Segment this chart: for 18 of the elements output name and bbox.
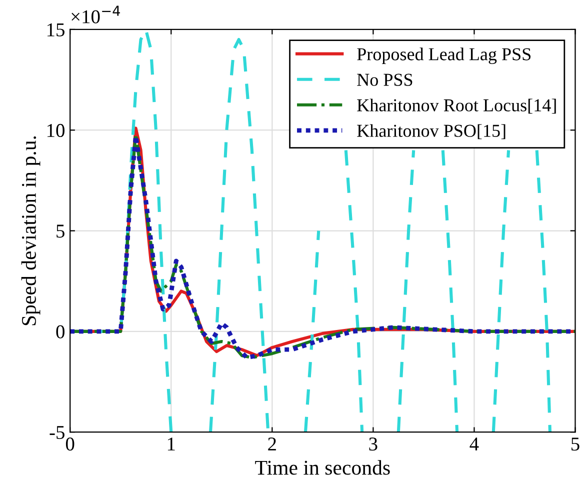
- legend-label: Kharitonov PSO[15]: [357, 124, 506, 140]
- y-tick-label: 10: [47, 124, 64, 138]
- legend-label: No PSS: [357, 74, 412, 86]
- x-tick-label: 5: [572, 438, 580, 451]
- y-tick-label: 0: [56, 325, 64, 338]
- x-axis-title: Time in seconds: [255, 460, 390, 475]
- text: ×10$^{−4}$: [72, 6, 120, 24]
- y-tick-label: -5: [50, 426, 64, 440]
- x-tick-label: 0: [66, 438, 74, 451]
- y-tick-label: 5: [56, 224, 64, 238]
- legend-label: Kharitonov Root Locus[14]: [357, 98, 556, 114]
- x-tick-label: 2: [268, 438, 276, 450]
- y-axis-title: Speed deviation in p.u.: [21, 136, 40, 326]
- y-tick-label: 15: [47, 23, 64, 36]
- x-tick-label: 3: [369, 438, 378, 451]
- x-tick-label: 1: [168, 438, 175, 450]
- legend-label: Proposed Lead Lag PSS: [357, 48, 531, 64]
- x-tick-label: 4: [470, 438, 479, 450]
